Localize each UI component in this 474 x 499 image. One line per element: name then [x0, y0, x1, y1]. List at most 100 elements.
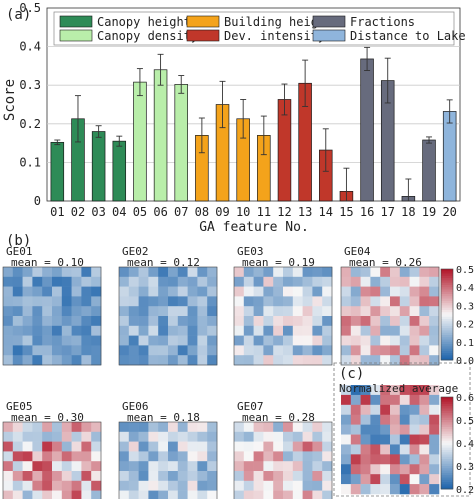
heatmap-cell — [370, 335, 381, 346]
colorbar-segment — [441, 269, 453, 272]
heatmap-cell — [61, 286, 72, 297]
heatmap-cell — [81, 296, 92, 307]
heatmap-cell — [234, 422, 245, 433]
heatmap-cell — [42, 267, 53, 278]
colorbar-segment — [441, 334, 453, 338]
heatmap-cell — [390, 345, 401, 356]
heatmap-cell — [158, 355, 169, 366]
heatmap-cell — [390, 296, 401, 307]
heatmap-cell — [419, 286, 430, 297]
heatmap-cell — [292, 451, 303, 462]
heatmap-cell — [3, 451, 14, 462]
heatmap-cell — [360, 355, 371, 366]
heatmap-cell — [399, 484, 410, 495]
heatmap-cell — [138, 316, 149, 327]
colorbar-segment — [441, 291, 453, 295]
heatmap-cell — [61, 316, 72, 327]
heatmap-cell — [168, 267, 179, 278]
heatmap-cell — [243, 296, 254, 307]
heatmap-cell — [177, 276, 188, 287]
heatmap-cell — [3, 490, 14, 499]
heatmap-cell — [12, 286, 23, 297]
heatmap-cell — [52, 286, 63, 297]
colorbar-segment — [441, 403, 453, 407]
colorbar-segment — [441, 284, 453, 288]
y-tick-label: 0 — [34, 194, 41, 208]
bar — [112, 140, 127, 202]
heatmap-cell — [234, 276, 245, 287]
heatmap-cell — [380, 385, 391, 396]
heatmap-cell — [128, 306, 139, 317]
heatmap-cell — [148, 335, 159, 346]
heatmap-cell — [283, 441, 294, 452]
heatmap-cell — [273, 306, 284, 317]
heatmap-cell — [197, 286, 208, 297]
colorbar-tick: 0.5 — [456, 416, 474, 427]
heatmap-cell — [390, 424, 401, 435]
heatmap-cell — [22, 490, 33, 499]
heatmap-cell — [302, 325, 313, 336]
colorbar-tick: 0.3 — [456, 301, 474, 312]
colorbar-segment — [441, 328, 453, 331]
heatmap-cell — [312, 490, 323, 499]
heatmap-cell — [148, 431, 159, 442]
bar — [442, 111, 457, 202]
colorbar-segment — [441, 445, 453, 448]
heatmap-cell — [243, 431, 254, 442]
heatmap-cell — [128, 335, 139, 346]
colorbar-segment — [441, 357, 453, 361]
heatmap-cell — [409, 404, 420, 416]
heatmap-cell — [243, 306, 254, 317]
heatmap-cell — [263, 431, 274, 442]
heatmap-cell — [187, 355, 198, 366]
heatmap-cell — [119, 296, 130, 307]
heatmap-cell — [71, 306, 82, 317]
heatmap-cell — [168, 451, 179, 462]
colorbar-segment — [441, 406, 453, 409]
heatmap-cell — [370, 414, 381, 425]
panel-label-b: (b) — [6, 233, 31, 249]
heatmap-cell — [322, 316, 333, 327]
heatmap-cell — [138, 296, 149, 307]
heatmap-cell — [370, 306, 381, 317]
colorbar-segment — [441, 399, 453, 402]
x-tick-label: 03 — [91, 205, 105, 219]
heatmap-cell — [322, 471, 333, 482]
heatmap-cell — [81, 355, 92, 366]
heatmap-cell — [234, 471, 245, 482]
heatmap-cell — [128, 480, 139, 491]
heatmap-cell — [390, 474, 401, 485]
heatmap-cell — [263, 490, 274, 499]
heatmap-cell — [61, 355, 72, 366]
heatmap-border — [2, 421, 102, 499]
heatmap-cell — [42, 480, 53, 491]
legend-label: Dev. intensity — [224, 29, 325, 43]
heatmap-cell — [283, 335, 294, 346]
heatmap-cell — [81, 316, 92, 327]
heatmap-cell — [177, 296, 188, 307]
heatmap-cell — [138, 451, 149, 462]
heatmap-cell — [283, 480, 294, 491]
colorbar-segment — [441, 316, 453, 320]
panel-label-c: (c) — [339, 366, 364, 382]
heatmap-cell — [12, 422, 23, 433]
heatmap-cell — [32, 490, 43, 499]
heatmap-cell — [158, 431, 169, 442]
heatmap-cell — [263, 296, 274, 307]
heatmap-cell — [42, 316, 53, 327]
heatmap-cell — [234, 286, 245, 297]
heatmap-cell — [322, 451, 333, 462]
heatmap-cell — [81, 480, 92, 491]
heatmap-cell — [71, 355, 82, 366]
x-tick-label: 17 — [380, 205, 394, 219]
heatmap-cell — [429, 355, 440, 366]
heatmap-cell — [399, 404, 410, 416]
heatmap-cell — [12, 296, 23, 307]
heatmap-cell — [177, 306, 188, 317]
heatmap-cell — [429, 345, 440, 356]
heatmap-cell — [128, 422, 139, 433]
colorbar-segment — [441, 397, 453, 400]
colorbar-segment — [441, 413, 453, 416]
heatmap-cell — [119, 286, 130, 297]
